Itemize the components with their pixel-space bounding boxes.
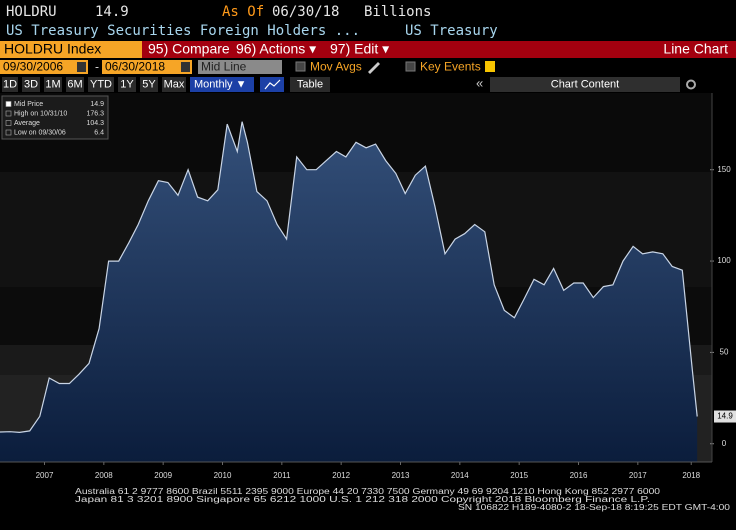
mov-avgs: Mov Avgs [310,60,362,74]
date-separator: - [95,60,99,74]
line-mode-box[interactable] [198,60,282,74]
period-button[interactable] [162,77,186,92]
legend-icon [5,120,12,126]
x-tick-label: 2007 [36,471,54,480]
menu-bar [142,41,736,58]
chart-content-box[interactable] [490,77,680,92]
info-icon[interactable] [485,61,495,72]
legend-label: High on 10/31/10 [14,110,67,117]
legend-label: Average [14,120,40,127]
period-button[interactable] [66,77,84,92]
collapse[interactable]: « [476,75,483,90]
chart: 14.9 0 50 100 150 2007 2008 2009 2010 2011 2012 201… [0,93,736,480]
y-tick-label: 0 [722,439,727,448]
period-button[interactable] [22,77,40,92]
legend-icon [5,110,12,117]
x-tick-label: 2017 [629,471,647,480]
axis-strip [712,93,736,462]
x-tick-label: 2008 [95,471,113,480]
pencil-icon[interactable] [368,62,380,74]
legend-value: 14.9 [90,101,104,108]
x-tick-label: 2011 [273,471,291,480]
period-label: 5Y [142,78,156,90]
key-events: Key Events [420,60,481,74]
period-button[interactable] [118,77,136,92]
line [0,121,698,434]
last-value: 14.9 [717,412,733,421]
end-date-box[interactable] [102,60,192,74]
x-tick-label: 2012 [332,471,350,480]
description: US Treasury Securities Foreign Holders .… [6,23,360,39]
gear-icon[interactable] [686,79,696,90]
as-of-label: As Of [222,4,264,20]
checkbox[interactable] [295,61,306,72]
footer: Australia 61 2 9777 8600 Brazil 5511 239… [75,487,731,512]
period-label: 3D [24,78,38,90]
checkbox[interactable] [405,61,416,72]
footer-line: SN 106822 H189-4080-2 18-Sep-18 8:19:25 … [458,503,731,512]
start-date: 09/30/2006 [3,60,63,74]
footer-line: Australia 61 2 9777 8600 Brazil 5511 239… [75,487,661,496]
ticker: HOLDRU [6,4,57,20]
legend-icon [5,129,12,136]
legend-value: 104.3 [86,120,104,127]
table: Table [297,78,323,90]
period-button[interactable] [44,77,62,92]
period-button[interactable] [88,77,114,92]
as-of-date: 06/30/18 [272,4,339,20]
x-tick-label: 2014 [451,471,469,480]
legend-value: 6.4 [94,129,104,136]
frequency-box[interactable] [190,77,254,92]
y-tick-label: 50 [720,348,729,357]
period-buttons: 1D 3D 1M 6M YTD 1Y 5Y Max [2,77,186,92]
period-label: 6M [67,78,82,90]
legend-icon [5,101,12,107]
x-tick-label: 2015 [510,471,528,480]
y-tick-label: 100 [717,256,731,265]
legend-box [1,95,109,140]
x-tick-label: 2016 [570,471,588,480]
legend-value: 176.3 [86,110,104,117]
calendar-icon[interactable] [77,62,86,72]
y-tick-label: 150 [717,165,731,174]
last-price: 14.9 [95,4,129,20]
x-tick-label: 2018 [682,471,700,480]
security-box[interactable] [0,41,142,58]
security: HOLDRU Index [4,41,101,57]
last-value-tag [714,410,736,423]
period-label: YTD [90,78,112,90]
chart-content: Chart Content [551,78,619,90]
units: Billions [364,4,431,20]
period-label: Max [164,78,185,90]
table-button[interactable] [290,77,330,92]
period-label: 1Y [120,78,134,90]
legend-label: Mid Price [14,101,43,108]
period-button[interactable] [2,77,18,92]
end-date: 06/30/2018 [105,60,165,74]
footer-line: Japan 81 3 3201 8900 Singapore 65 6212 1… [75,495,650,504]
period-label: 1D [3,78,17,90]
chart-icon [264,79,281,90]
period-label: 1M [45,78,60,90]
period-button[interactable] [140,77,158,92]
menu-button[interactable]: 96) Actions ▾ [236,41,316,57]
x-tick-label: 2010 [214,471,232,480]
calendar-icon[interactable] [181,62,190,72]
legend-label: Low on 09/30/06 [14,129,66,136]
start-date-box[interactable] [0,60,88,74]
menu-button[interactable]: 95) Compare [148,41,230,57]
area [0,121,698,462]
frequency: Monthly ▼ [194,78,246,90]
chart-kind: Line Chart [663,41,728,57]
line-mode: Mid Line [201,60,247,74]
x-tick-label: 2013 [392,471,410,480]
menu-button[interactable]: 97) Edit ▾ [330,41,389,57]
x-tick-label: 2009 [154,471,172,480]
source: US Treasury [405,23,498,39]
